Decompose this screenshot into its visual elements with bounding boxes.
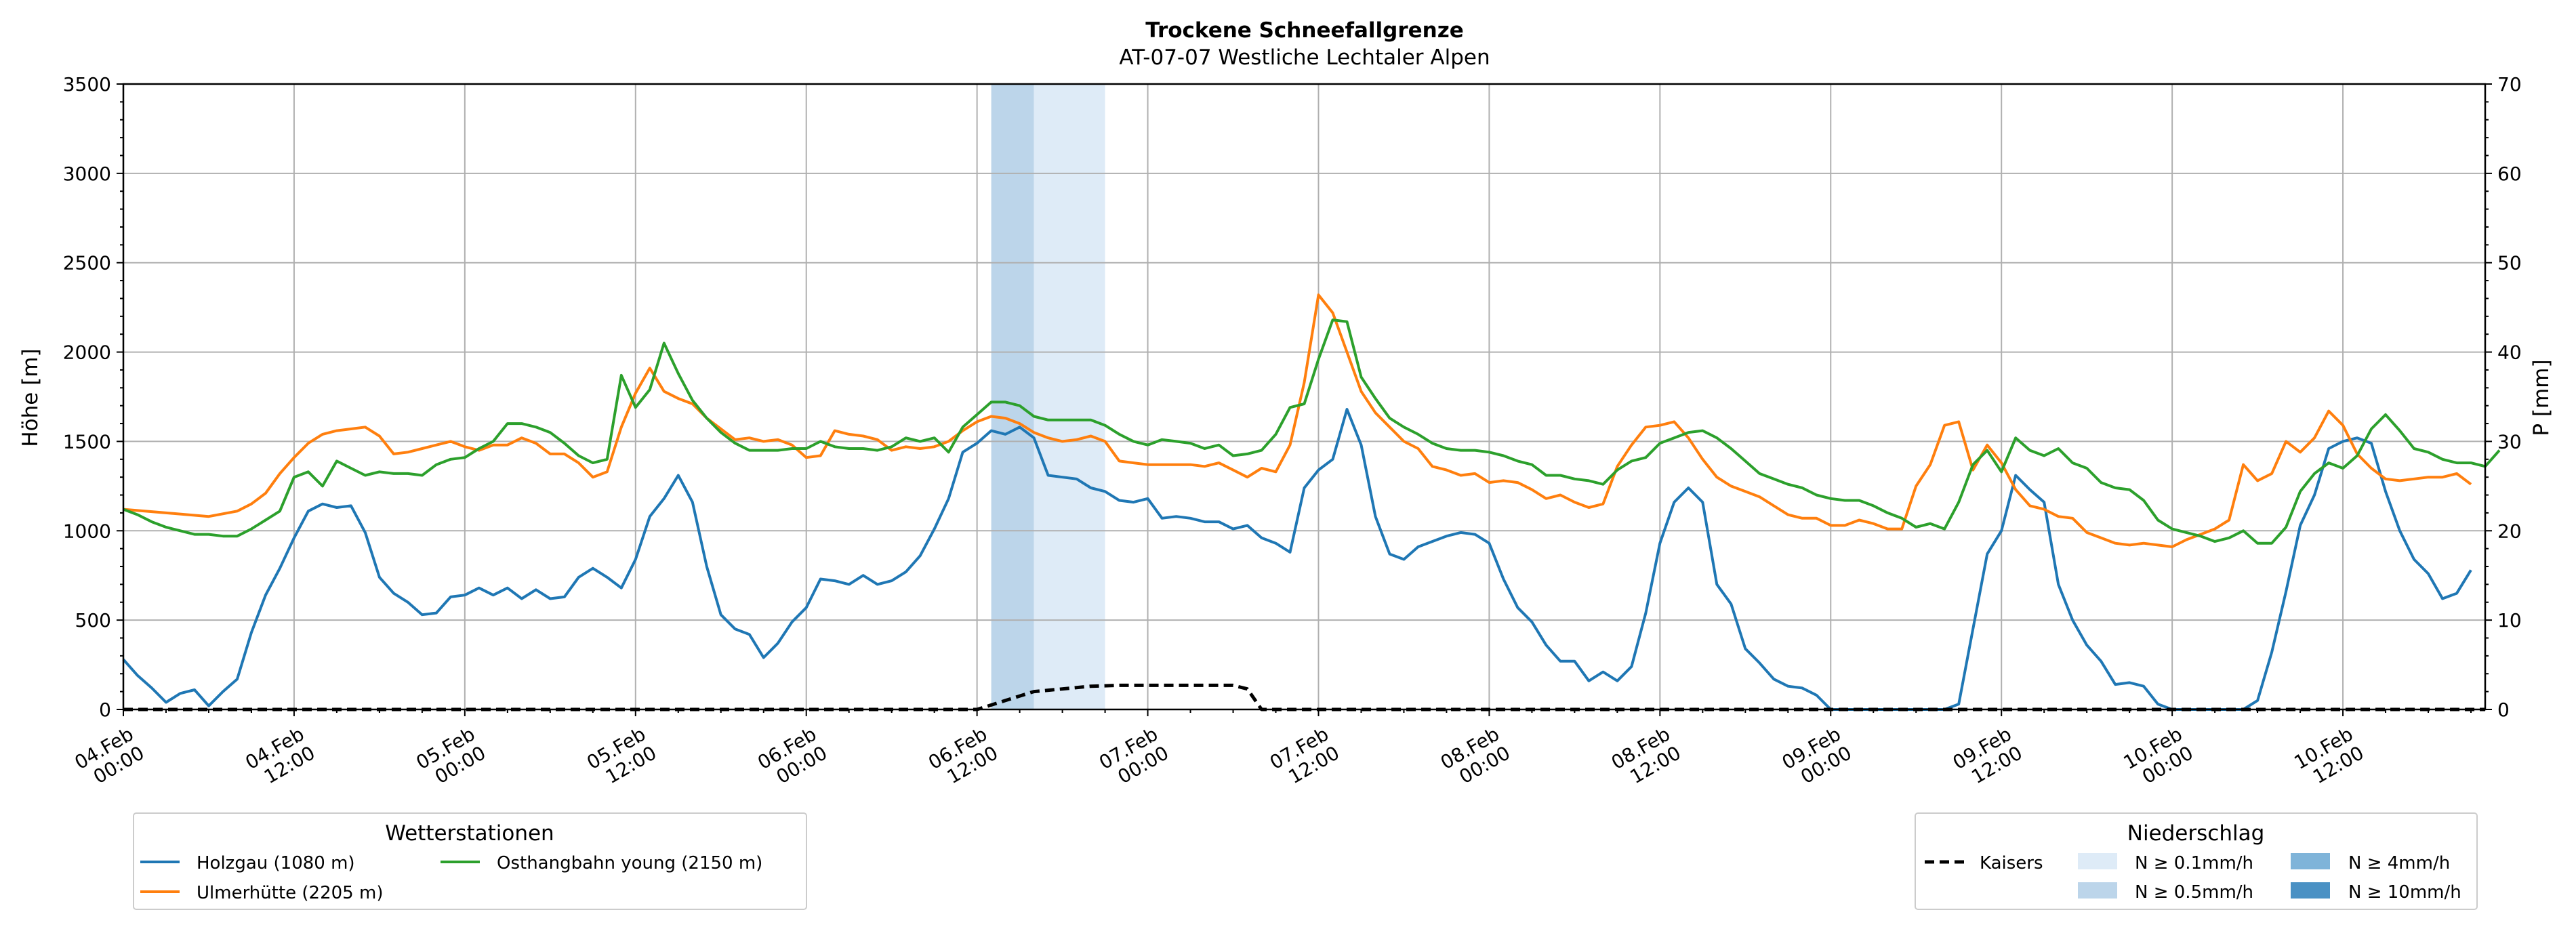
series-line-3: [123, 683, 2485, 711]
legend-swatch-n05: [2078, 882, 2117, 899]
y2-tick-label: 10: [2497, 609, 2522, 632]
y2-tick-label: 50: [2497, 252, 2522, 274]
series-lines: [122, 293, 2501, 711]
legend-precip-frame: [1915, 812, 2478, 910]
legend-swatch-n01: [2078, 853, 2117, 869]
legend-label-n10: N ≥ 10mm/h: [2348, 882, 2461, 903]
y-tick-label: 2000: [63, 342, 111, 364]
y-tick-label: 3500: [63, 73, 111, 96]
grid: [123, 83, 2485, 710]
precip-band-1: [1034, 84, 1105, 709]
series-line-0: [122, 408, 2472, 711]
y2-tick-label: 20: [2497, 520, 2522, 542]
legend-label-ulmerhuette: Ulmerhütte (2205 m): [197, 883, 383, 903]
legend-precip-title: Niederschlag: [2127, 821, 2265, 846]
y-tick-label: 1500: [63, 430, 111, 453]
series-line-2: [123, 318, 2501, 545]
legend-label-holzgau: Holzgau (1080 m): [197, 853, 355, 873]
y2-tick-label: 60: [2497, 163, 2522, 185]
legend-label-osthangbahn: Osthangbahn young (2150 m): [497, 853, 762, 873]
y-tick-label: 2500: [63, 252, 111, 274]
y2-tick-label: 70: [2497, 73, 2522, 96]
y-tick-label: 500: [75, 609, 111, 632]
legend-swatch-n4: [2291, 853, 2330, 869]
y2-tick-label: 30: [2497, 430, 2522, 453]
y-tick-label: 1000: [63, 520, 111, 542]
precip-bands: [991, 84, 1105, 709]
y-tick-label: 3000: [63, 163, 111, 185]
chart-title: Trockene Schneefallgrenze: [1145, 18, 1464, 43]
y2-tick-label: 0: [2497, 699, 2510, 721]
legend-label-n4: N ≥ 4mm/h: [2348, 853, 2450, 873]
legend-label-n05: N ≥ 0.5mm/h: [2135, 882, 2253, 903]
plot-frame: [122, 83, 2487, 711]
legend-stations-title: Wetterstationen: [385, 821, 554, 846]
legend-swatch-n10: [2291, 882, 2330, 899]
series-line-1: [123, 293, 2472, 548]
y-tick-label: 0: [99, 699, 111, 721]
legend-stations: Wetterstationen Holzgau (1080 m) Ulmerhü…: [133, 812, 807, 910]
legend-label-kaisers: Kaisers: [1980, 853, 2043, 873]
y2-tick-label: 40: [2497, 342, 2522, 364]
legend-label-n01: N ≥ 0.1mm/h: [2135, 853, 2253, 873]
y2-axis-label: P [mm]: [2529, 359, 2554, 436]
y-axis-label: Höhe [m]: [18, 348, 43, 447]
precip-band-0: [991, 84, 1034, 709]
legend-precip: Niederschlag Kaisers N ≥ 0.1mm/h N ≥ 0.5…: [1915, 812, 2478, 910]
chart-subtitle: AT-07-07 Westliche Lechtaler Alpen: [1119, 45, 1490, 70]
